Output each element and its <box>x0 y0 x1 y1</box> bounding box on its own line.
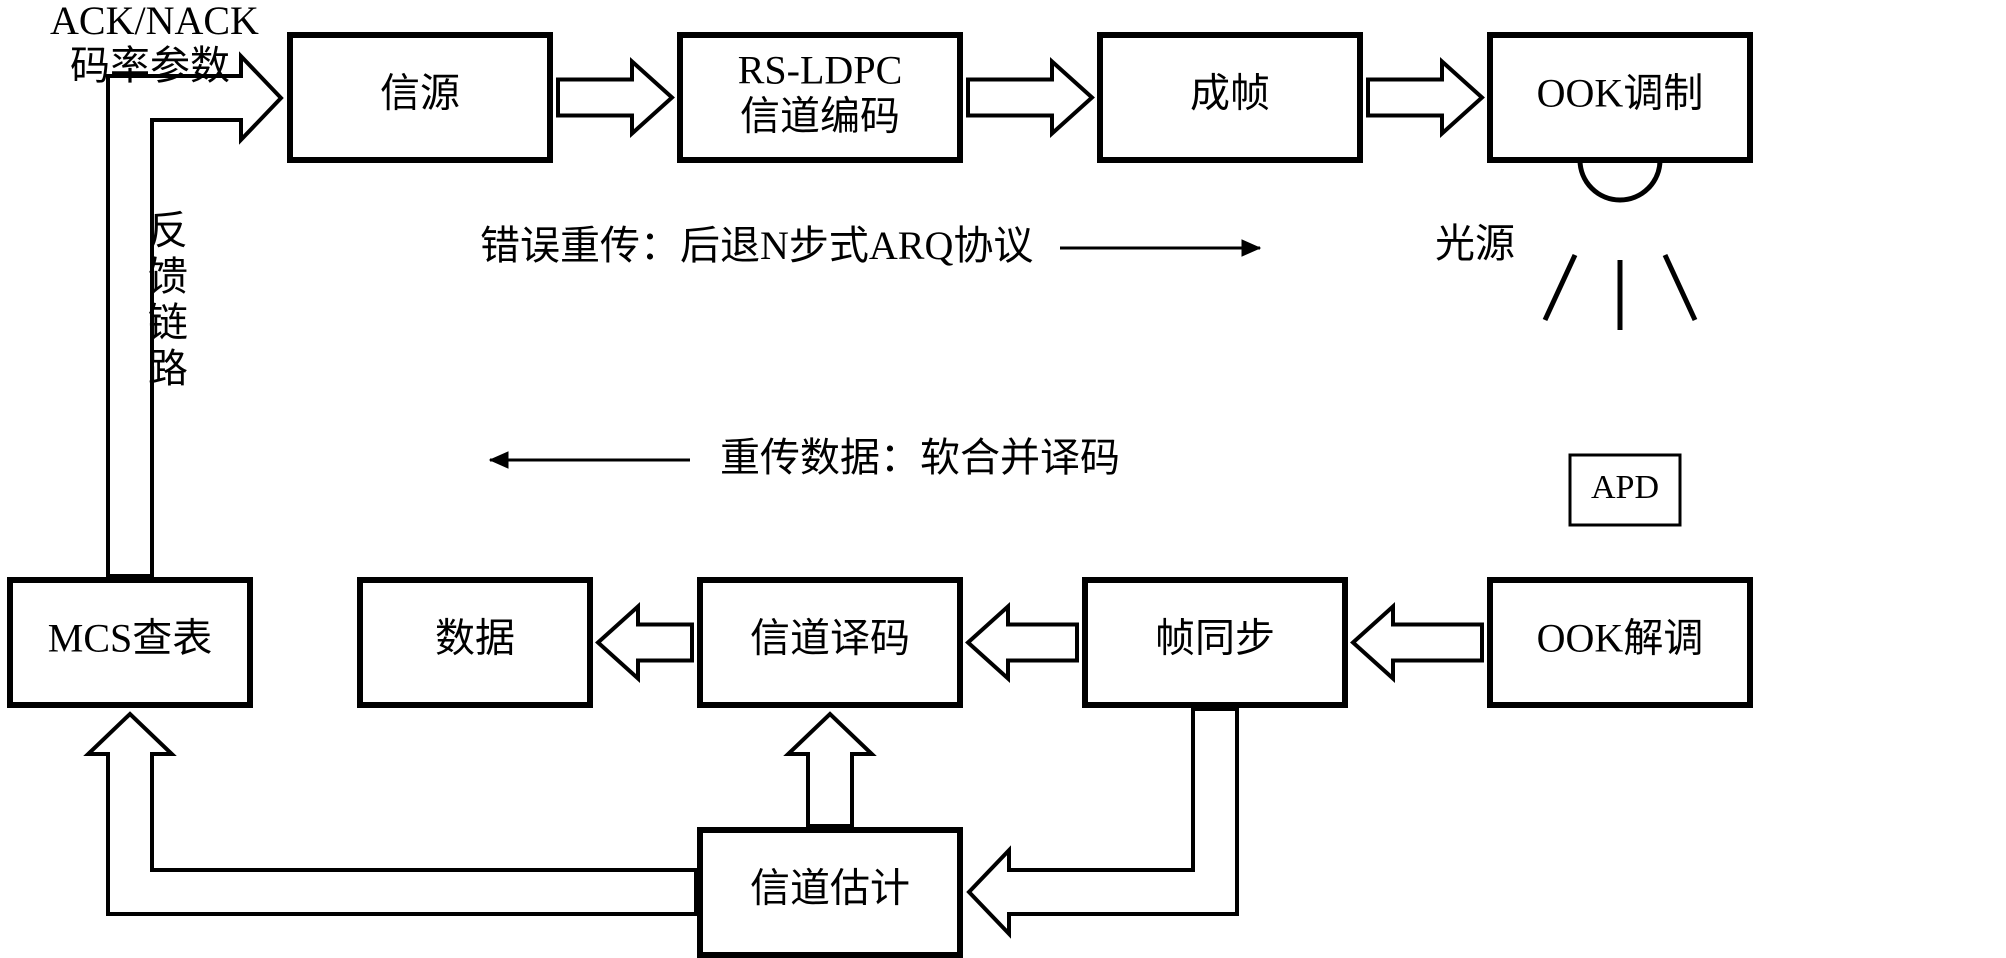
node-frame_sync-label: 帧同步 <box>1155 616 1275 661</box>
arrow-decoder-to-data <box>598 607 692 679</box>
node-mcs-label: MCS查表 <box>48 616 213 661</box>
node-encoder-label: 信道编码 <box>740 94 900 139</box>
node-frame_sync: 帧同步 <box>1085 580 1345 705</box>
arrow-framing-to-ook_mod <box>1368 62 1482 134</box>
thin-arrow-1 <box>490 452 690 468</box>
node-framing-label: 成帧 <box>1190 71 1270 116</box>
node-encoder: RS-LDPC信道编码 <box>680 35 960 160</box>
node-chan_est: 信道估计 <box>700 830 960 955</box>
label-light: 光源 <box>1435 221 1515 266</box>
feedback-link-label: 链 <box>148 300 188 345</box>
arrow-ook_demod-to-frame_sync <box>1353 607 1482 679</box>
arrow-source-to-encoder <box>558 62 672 134</box>
node-ook_mod-label: OOK调制 <box>1537 71 1704 116</box>
node-mcs: MCS查表 <box>10 580 250 705</box>
label-rate: 码率参数 <box>70 43 230 88</box>
label-arq: 错误重传：后退N步式ARQ协议 <box>480 223 1033 268</box>
node-decoder: 信道译码 <box>700 580 960 705</box>
thin-arrow-0 <box>1060 240 1260 256</box>
node-decoder-label: 信道译码 <box>750 616 910 661</box>
arrow-sync-to-est <box>969 709 1237 934</box>
node-chan_est-label: 信道估计 <box>750 866 910 911</box>
arrow-encoder-to-framing <box>968 62 1092 134</box>
feedback-link-label: 路 <box>148 346 188 391</box>
arrow-est-to-mcs <box>88 714 696 914</box>
node-data: 数据 <box>360 580 590 705</box>
node-source-label: 信源 <box>380 71 460 116</box>
light-source-icon <box>1545 160 1695 330</box>
node-apd: APD <box>1570 455 1680 525</box>
node-framing: 成帧 <box>1100 35 1360 160</box>
label-ack: ACK/NACK <box>50 0 259 43</box>
label-soft: 重传数据：软合并译码 <box>720 435 1120 480</box>
node-source: 信源 <box>290 35 550 160</box>
node-apd-label: APD <box>1591 469 1659 506</box>
feedback-link-label: 馈 <box>148 254 188 299</box>
node-ook_demod: OOK解调 <box>1490 580 1750 705</box>
arrow-chan-est-to-decoder <box>788 714 872 826</box>
node-data-label: 数据 <box>435 616 515 661</box>
arrow-frame_sync-to-decoder <box>968 607 1077 679</box>
node-ook_demod-label: OOK解调 <box>1537 616 1704 661</box>
node-ook_mod: OOK调制 <box>1490 35 1750 160</box>
node-encoder-label: RS-LDPC <box>738 48 903 93</box>
feedback-link-label: 反 <box>148 208 188 253</box>
arrow-feedback <box>108 56 281 576</box>
